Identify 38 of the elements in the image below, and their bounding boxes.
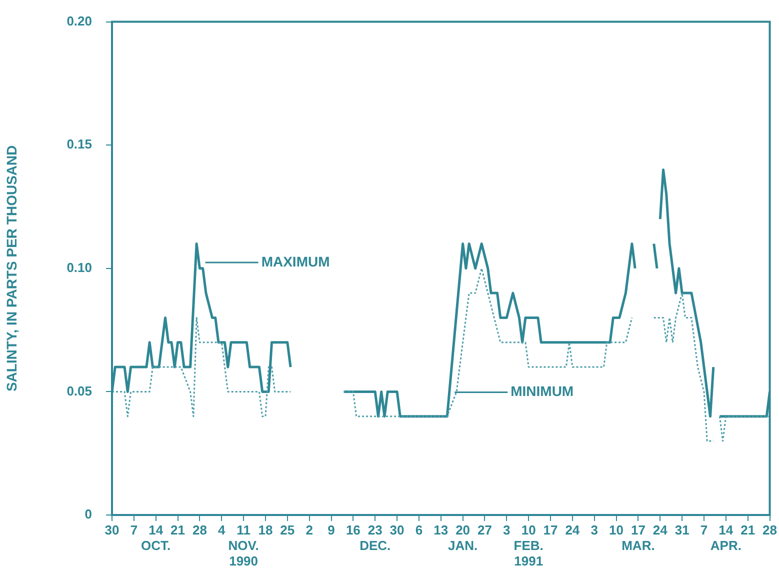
x-tick-label: 30 [390, 522, 404, 538]
x-tick-label: 20 JAN. [448, 522, 478, 553]
x-tick-label: 7 [700, 522, 708, 538]
x-tick-label: 9 [328, 522, 335, 538]
x-tick-label: 10 [609, 522, 624, 538]
y-tick-label: 0.15 [66, 136, 92, 152]
x-tick-label: 17 [543, 522, 558, 538]
x-tick-label: 2 [306, 522, 313, 538]
x-tick-label: 21 [740, 522, 756, 538]
x-tick-label: 30 [104, 522, 120, 538]
x-tick-label: 3 [503, 522, 510, 538]
x-tick-label: 4 [218, 522, 226, 538]
x-tick-label: 18 [258, 522, 273, 538]
x-tick-label: 31 [674, 522, 690, 538]
y-axis-title: SALINTY, IN PARTS PER THOUSAND [3, 145, 20, 392]
x-tick-label: 3 [590, 522, 598, 538]
y-tick-label: 0.05 [66, 383, 92, 398]
x-tick-label: 7 [130, 522, 138, 538]
x-tick-label: 23 DEC. [360, 522, 391, 553]
x-tick-label: 27 [478, 522, 492, 538]
x-tick-label: 25 [280, 522, 295, 538]
y-tick-label: 0.10 [66, 260, 92, 275]
y-tick-label: 0.20 [66, 13, 92, 28]
y-tick-label: 0 [84, 506, 92, 522]
x-tick-label: 24 [652, 522, 668, 538]
x-tick-label: 24 [565, 522, 580, 538]
x-tick-label: 6 [415, 522, 423, 538]
x-tick-label: 10 FEB. 1991 [514, 522, 544, 569]
x-tick-label: 16 [346, 522, 360, 538]
x-tick-label: 13 [434, 522, 448, 538]
x-tick-label: 28 [762, 522, 778, 538]
x-tick-label: 11 NOV. 1990 [228, 522, 259, 569]
annotation: MINIMUM [510, 383, 574, 400]
annotation: MAXIMUM [261, 253, 330, 270]
x-tick-label: 14 OCT. [141, 522, 171, 553]
x-tick-label: 21 [170, 522, 186, 538]
x-tick-label: 28 [192, 522, 207, 538]
x-tick-label: 14 APR. [710, 522, 742, 553]
